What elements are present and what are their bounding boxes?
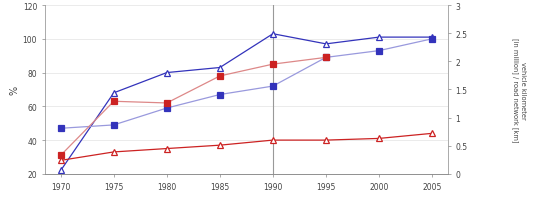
Y-axis label: vehicle kilometer
[in million] / road network [km]: vehicle kilometer [in million] / road ne… [512,38,526,142]
Y-axis label: %: % [10,85,20,95]
